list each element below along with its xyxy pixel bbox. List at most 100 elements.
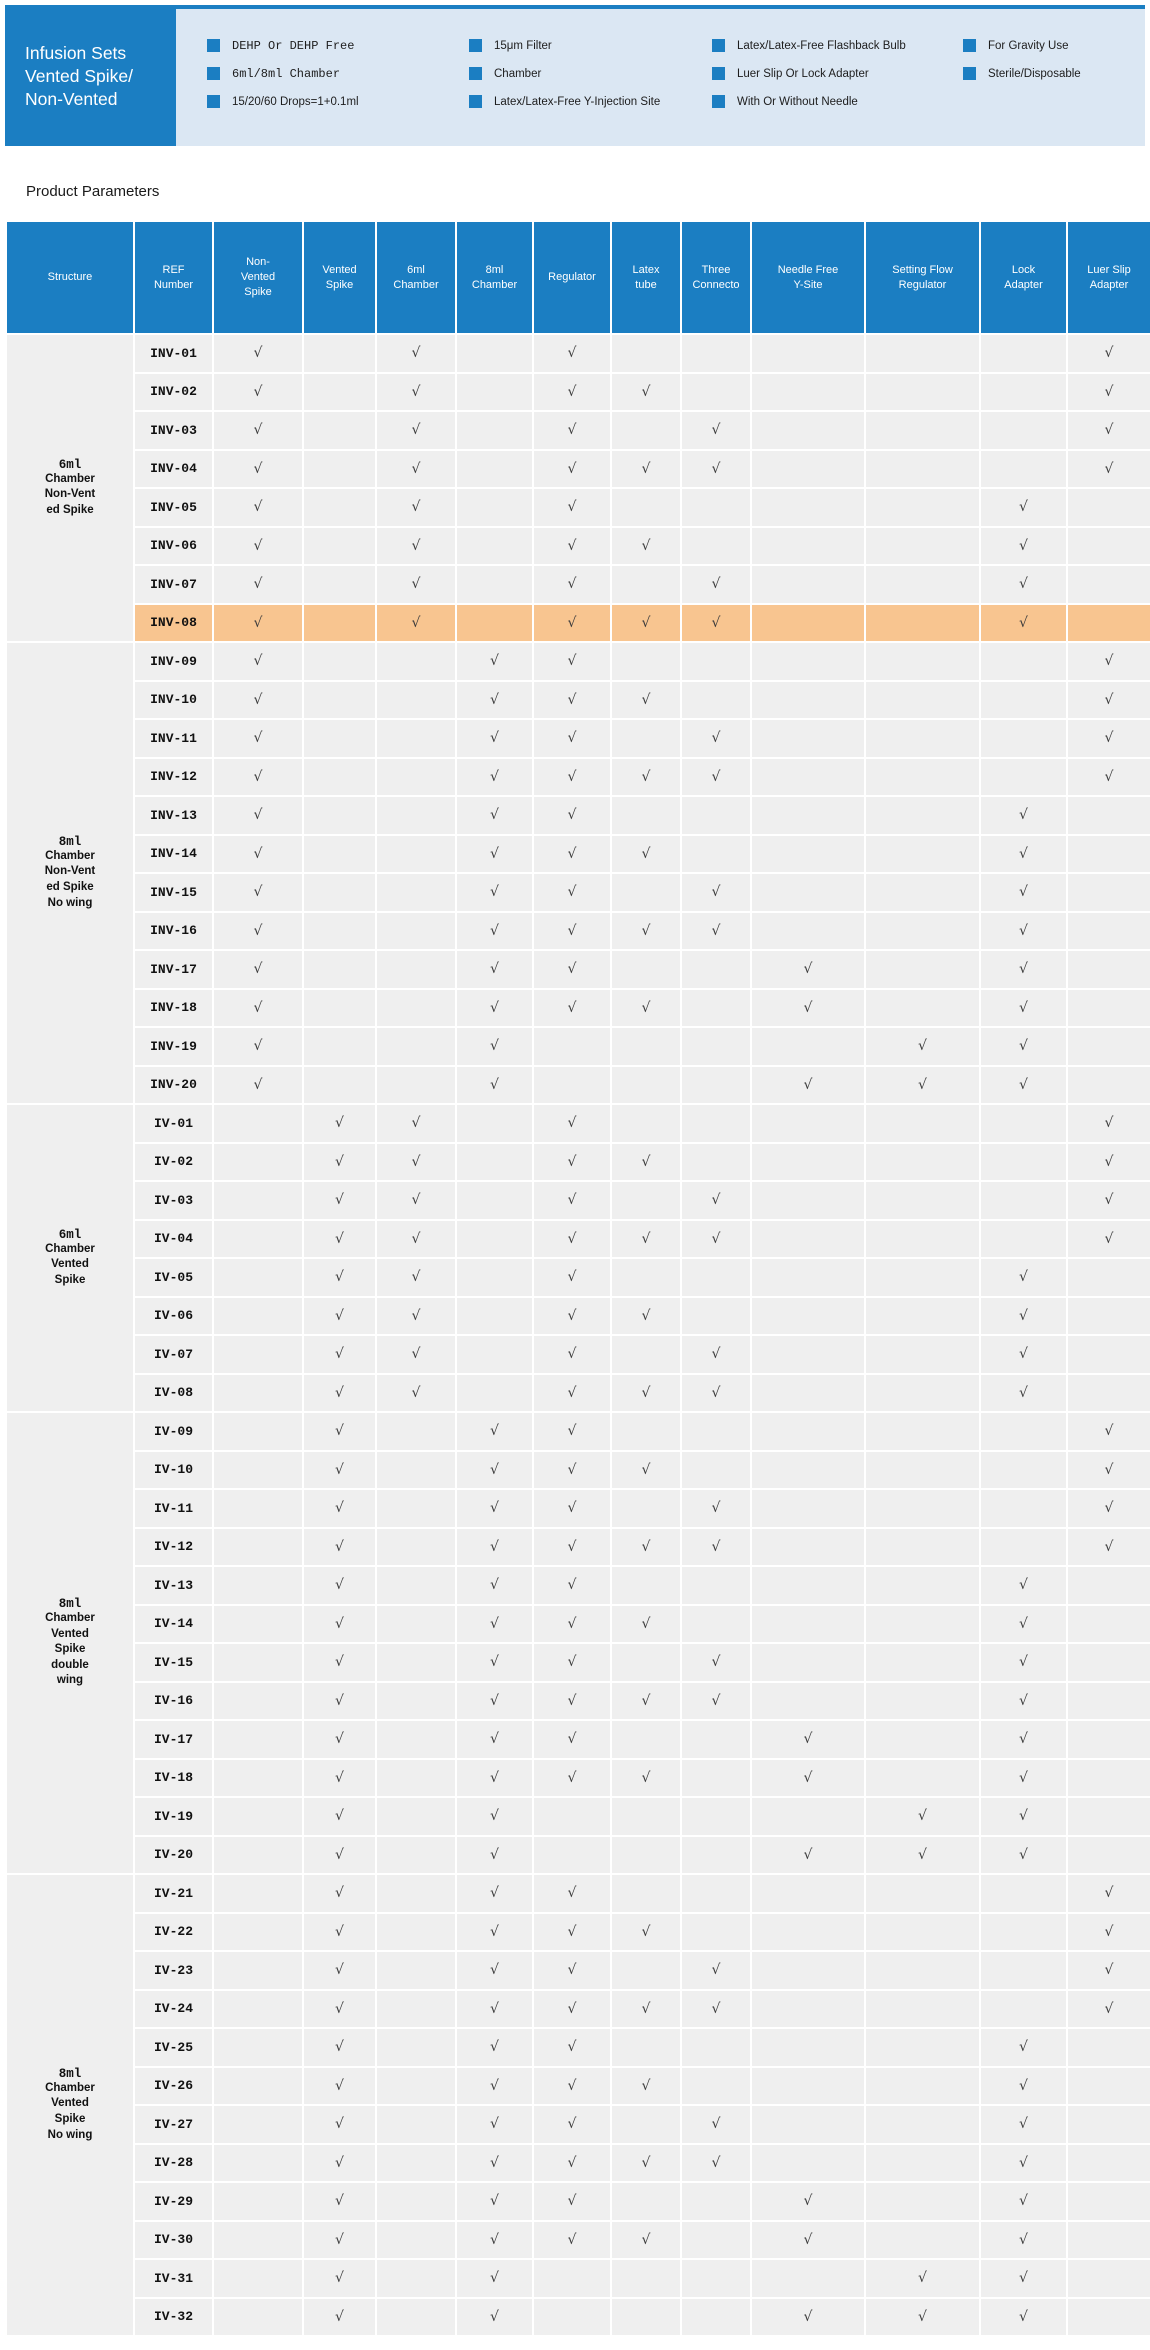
check-cell-vented_spike xyxy=(302,718,377,759)
check-cell-regulator: √ xyxy=(532,1141,612,1182)
check-cell-setting_flow_regulator xyxy=(864,1950,981,1991)
check-cell-luer_slip_adapter: √ xyxy=(1066,718,1150,759)
check-cell-non_vented_spike xyxy=(212,1372,304,1413)
table-row: INV-14 √ √ √ √ √ xyxy=(6,833,1150,874)
check-cell-non_vented_spike xyxy=(212,1911,304,1952)
column-header-7: Latex tube xyxy=(610,220,682,335)
check-cell-setting_flow_regulator xyxy=(864,1141,981,1182)
check-cell-vented_spike: √ xyxy=(302,1950,377,1991)
check-cell-latex_tube: √ xyxy=(610,1218,682,1259)
check-cell-vented_spike xyxy=(302,756,377,797)
check-cell-regulator: √ xyxy=(532,872,612,913)
check-cell-chamber_6ml: √ xyxy=(375,1141,457,1182)
check-cell-setting_flow_regulator xyxy=(864,1719,981,1760)
check-cell-latex_tube xyxy=(610,795,682,836)
check-cell-chamber_6ml xyxy=(375,1719,457,1760)
table-header: Structure REF Number Non- Vented Spike Vent… xyxy=(5,220,1150,335)
check-cell-vented_spike: √ xyxy=(302,1488,377,1529)
check-cell-setting_flow_regulator xyxy=(864,2104,981,2145)
check-cell-chamber_6ml xyxy=(375,2219,457,2260)
check-cell-chamber_6ml xyxy=(375,1873,457,1914)
bullet-square-icon xyxy=(469,67,482,80)
check-cell-vented_spike: √ xyxy=(302,1757,377,1798)
check-cell-needle_free_y_site xyxy=(750,371,866,412)
check-cell-latex_tube: √ xyxy=(610,1757,682,1798)
check-cell-regulator: √ xyxy=(532,1526,612,1567)
check-cell-three_connecto xyxy=(680,487,752,528)
table-row: IV-06 √ √ √ √ √ xyxy=(6,1295,1150,1336)
check-cell-needle_free_y_site xyxy=(750,2142,866,2183)
table-row: IV-23 √ √ √ √ √ xyxy=(6,1950,1150,1991)
check-cell-luer_slip_adapter: √ xyxy=(1066,1103,1150,1144)
check-cell-lock_adapter xyxy=(979,1526,1068,1567)
ref-cell: IV-24 xyxy=(133,1988,214,2029)
table-row: 8ml Chamber Vented Spike double wing IV-09… xyxy=(5,1411,1150,1875)
ref-cell: INV-11 xyxy=(133,718,214,759)
check-cell-regulator: √ xyxy=(532,371,612,412)
check-cell-non_vented_spike: √ xyxy=(212,679,304,720)
check-cell-chamber_6ml: √ xyxy=(375,1257,457,1298)
column-header-12: Luer Slip Adapter xyxy=(1066,220,1150,335)
check-cell-setting_flow_regulator xyxy=(864,1295,981,1336)
check-cell-luer_slip_adapter: √ xyxy=(1066,1873,1150,1914)
check-cell-chamber_8ml: √ xyxy=(455,2065,534,2106)
check-cell-vented_spike xyxy=(302,641,377,682)
check-cell-luer_slip_adapter xyxy=(1066,1603,1150,1644)
check-cell-setting_flow_regulator xyxy=(864,2181,981,2222)
check-cell-regulator: √ xyxy=(532,1372,612,1413)
check-cell-lock_adapter xyxy=(979,756,1068,797)
check-cell-three_connecto: √ xyxy=(680,564,752,605)
table-row: IV-16 √ √ √ √ √ √ xyxy=(6,1680,1150,1721)
check-cell-non_vented_spike: √ xyxy=(212,833,304,874)
feature-item: For Gravity Use xyxy=(963,39,1081,52)
check-cell-latex_tube: √ xyxy=(610,1449,682,1490)
check-cell-chamber_6ml xyxy=(375,1411,457,1452)
structure-cell: 8ml Chamber Vented Spike double wing xyxy=(5,1411,135,1875)
check-cell-regulator: √ xyxy=(532,718,612,759)
check-cell-three_connecto xyxy=(680,1873,752,1914)
check-cell-non_vented_spike: √ xyxy=(212,371,304,412)
check-cell-lock_adapter: √ xyxy=(979,2027,1068,2068)
check-cell-needle_free_y_site xyxy=(750,1411,866,1452)
feature-item: 15/20/60 Drops=1+0.1ml xyxy=(207,95,469,108)
check-cell-luer_slip_adapter xyxy=(1066,987,1150,1028)
check-cell-regulator: √ xyxy=(532,2027,612,2068)
check-cell-chamber_6ml xyxy=(375,1988,457,2029)
check-cell-chamber_8ml: √ xyxy=(455,679,534,720)
ref-cell: IV-22 xyxy=(133,1911,214,1952)
ref-cell: INV-05 xyxy=(133,487,214,528)
check-cell-latex_tube xyxy=(610,1642,682,1683)
check-cell-lock_adapter xyxy=(979,1180,1068,1221)
check-cell-non_vented_spike xyxy=(212,1757,304,1798)
check-cell-luer_slip_adapter xyxy=(1066,1719,1150,1760)
check-cell-non_vented_spike: √ xyxy=(212,641,304,682)
check-cell-chamber_8ml: √ xyxy=(455,641,534,682)
table-row: INV-06 √ √ √ √ √ xyxy=(6,525,1150,566)
ref-cell: IV-07 xyxy=(133,1334,214,1375)
check-cell-needle_free_y_site: √ xyxy=(750,1757,866,1798)
ref-cell: IV-04 xyxy=(133,1218,214,1259)
check-cell-non_vented_spike xyxy=(212,1103,304,1144)
check-cell-chamber_8ml: √ xyxy=(455,2027,534,2068)
check-cell-lock_adapter: √ xyxy=(979,1834,1068,1875)
check-cell-three_connecto xyxy=(680,2219,752,2260)
bullet-square-icon xyxy=(963,39,976,52)
check-cell-regulator: √ xyxy=(532,1680,612,1721)
check-cell-luer_slip_adapter: √ xyxy=(1066,333,1150,374)
check-cell-chamber_8ml: √ xyxy=(455,1680,534,1721)
ref-cell: IV-11 xyxy=(133,1488,214,1529)
ref-cell: IV-06 xyxy=(133,1295,214,1336)
ref-cell: INV-20 xyxy=(133,1064,214,1105)
check-cell-chamber_8ml: √ xyxy=(455,1026,534,1067)
check-cell-setting_flow_regulator xyxy=(864,641,981,682)
check-cell-vented_spike: √ xyxy=(302,1141,377,1182)
check-cell-lock_adapter: √ xyxy=(979,1257,1068,1298)
check-cell-chamber_6ml xyxy=(375,2296,457,2337)
structure-cell: 6ml Chamber Non-Vent ed Spike xyxy=(5,333,135,643)
check-cell-regulator: √ xyxy=(532,1257,612,1298)
ref-cell: IV-05 xyxy=(133,1257,214,1298)
check-cell-chamber_6ml xyxy=(375,641,457,682)
check-cell-chamber_6ml xyxy=(375,987,457,1028)
check-cell-latex_tube xyxy=(610,2181,682,2222)
check-cell-latex_tube xyxy=(610,641,682,682)
